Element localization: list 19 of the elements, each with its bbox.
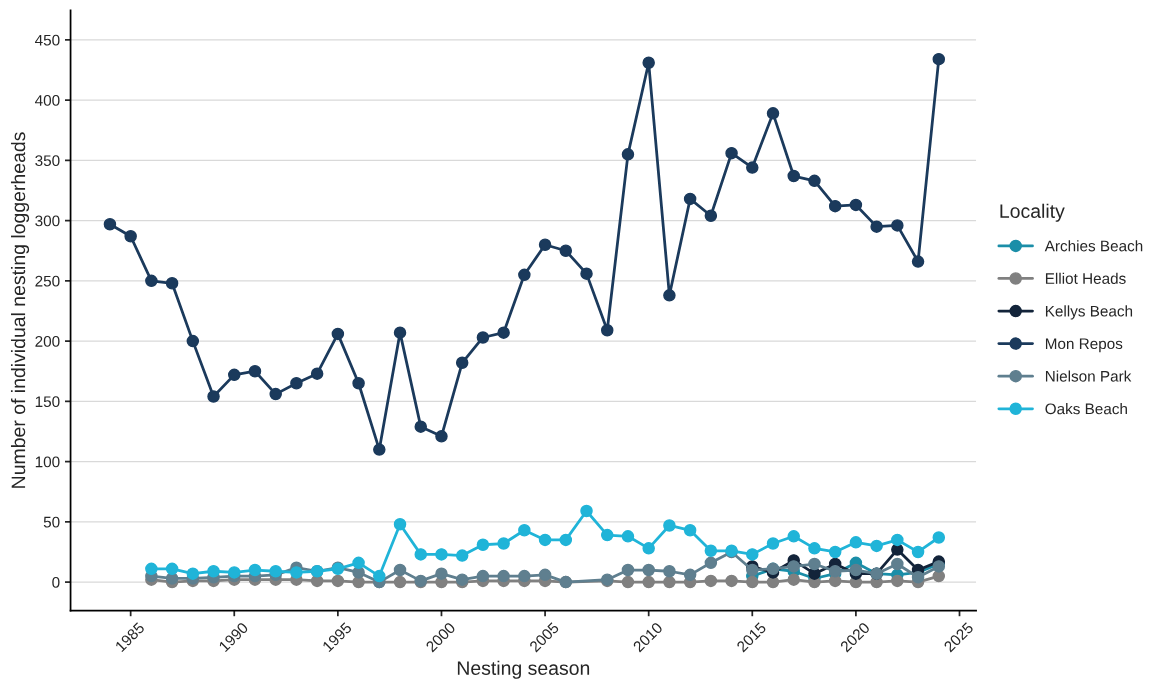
y-axis-title: Number of individual nesting loggerheads — [10, 132, 30, 488]
legend-title: Locality — [1000, 203, 1065, 222]
legend-label: Elliot Heads — [1045, 272, 1126, 284]
y-tick-label: 450 — [35, 34, 60, 46]
y-tick-label: 150 — [35, 396, 60, 408]
y-tick-label: 100 — [35, 456, 60, 468]
y-tick-label: 0 — [52, 576, 60, 588]
legend-label: Nielson Park — [1045, 370, 1132, 382]
x-axis-title: Nesting season — [457, 660, 590, 679]
legend-label: Oaks Beach — [1045, 403, 1127, 415]
y-tick-label: 50 — [43, 516, 60, 528]
legend-label: Kellys Beach — [1045, 305, 1133, 320]
y-tick-label: 250 — [35, 275, 60, 287]
y-tick-label: 200 — [35, 335, 60, 347]
legend-label: Archies Beach — [1044, 240, 1143, 252]
y-tick-label: 400 — [35, 94, 60, 106]
legend-label: Mon Repos — [1045, 338, 1123, 353]
y-tick-label: 300 — [35, 215, 60, 227]
y-tick-label: 350 — [35, 155, 60, 167]
